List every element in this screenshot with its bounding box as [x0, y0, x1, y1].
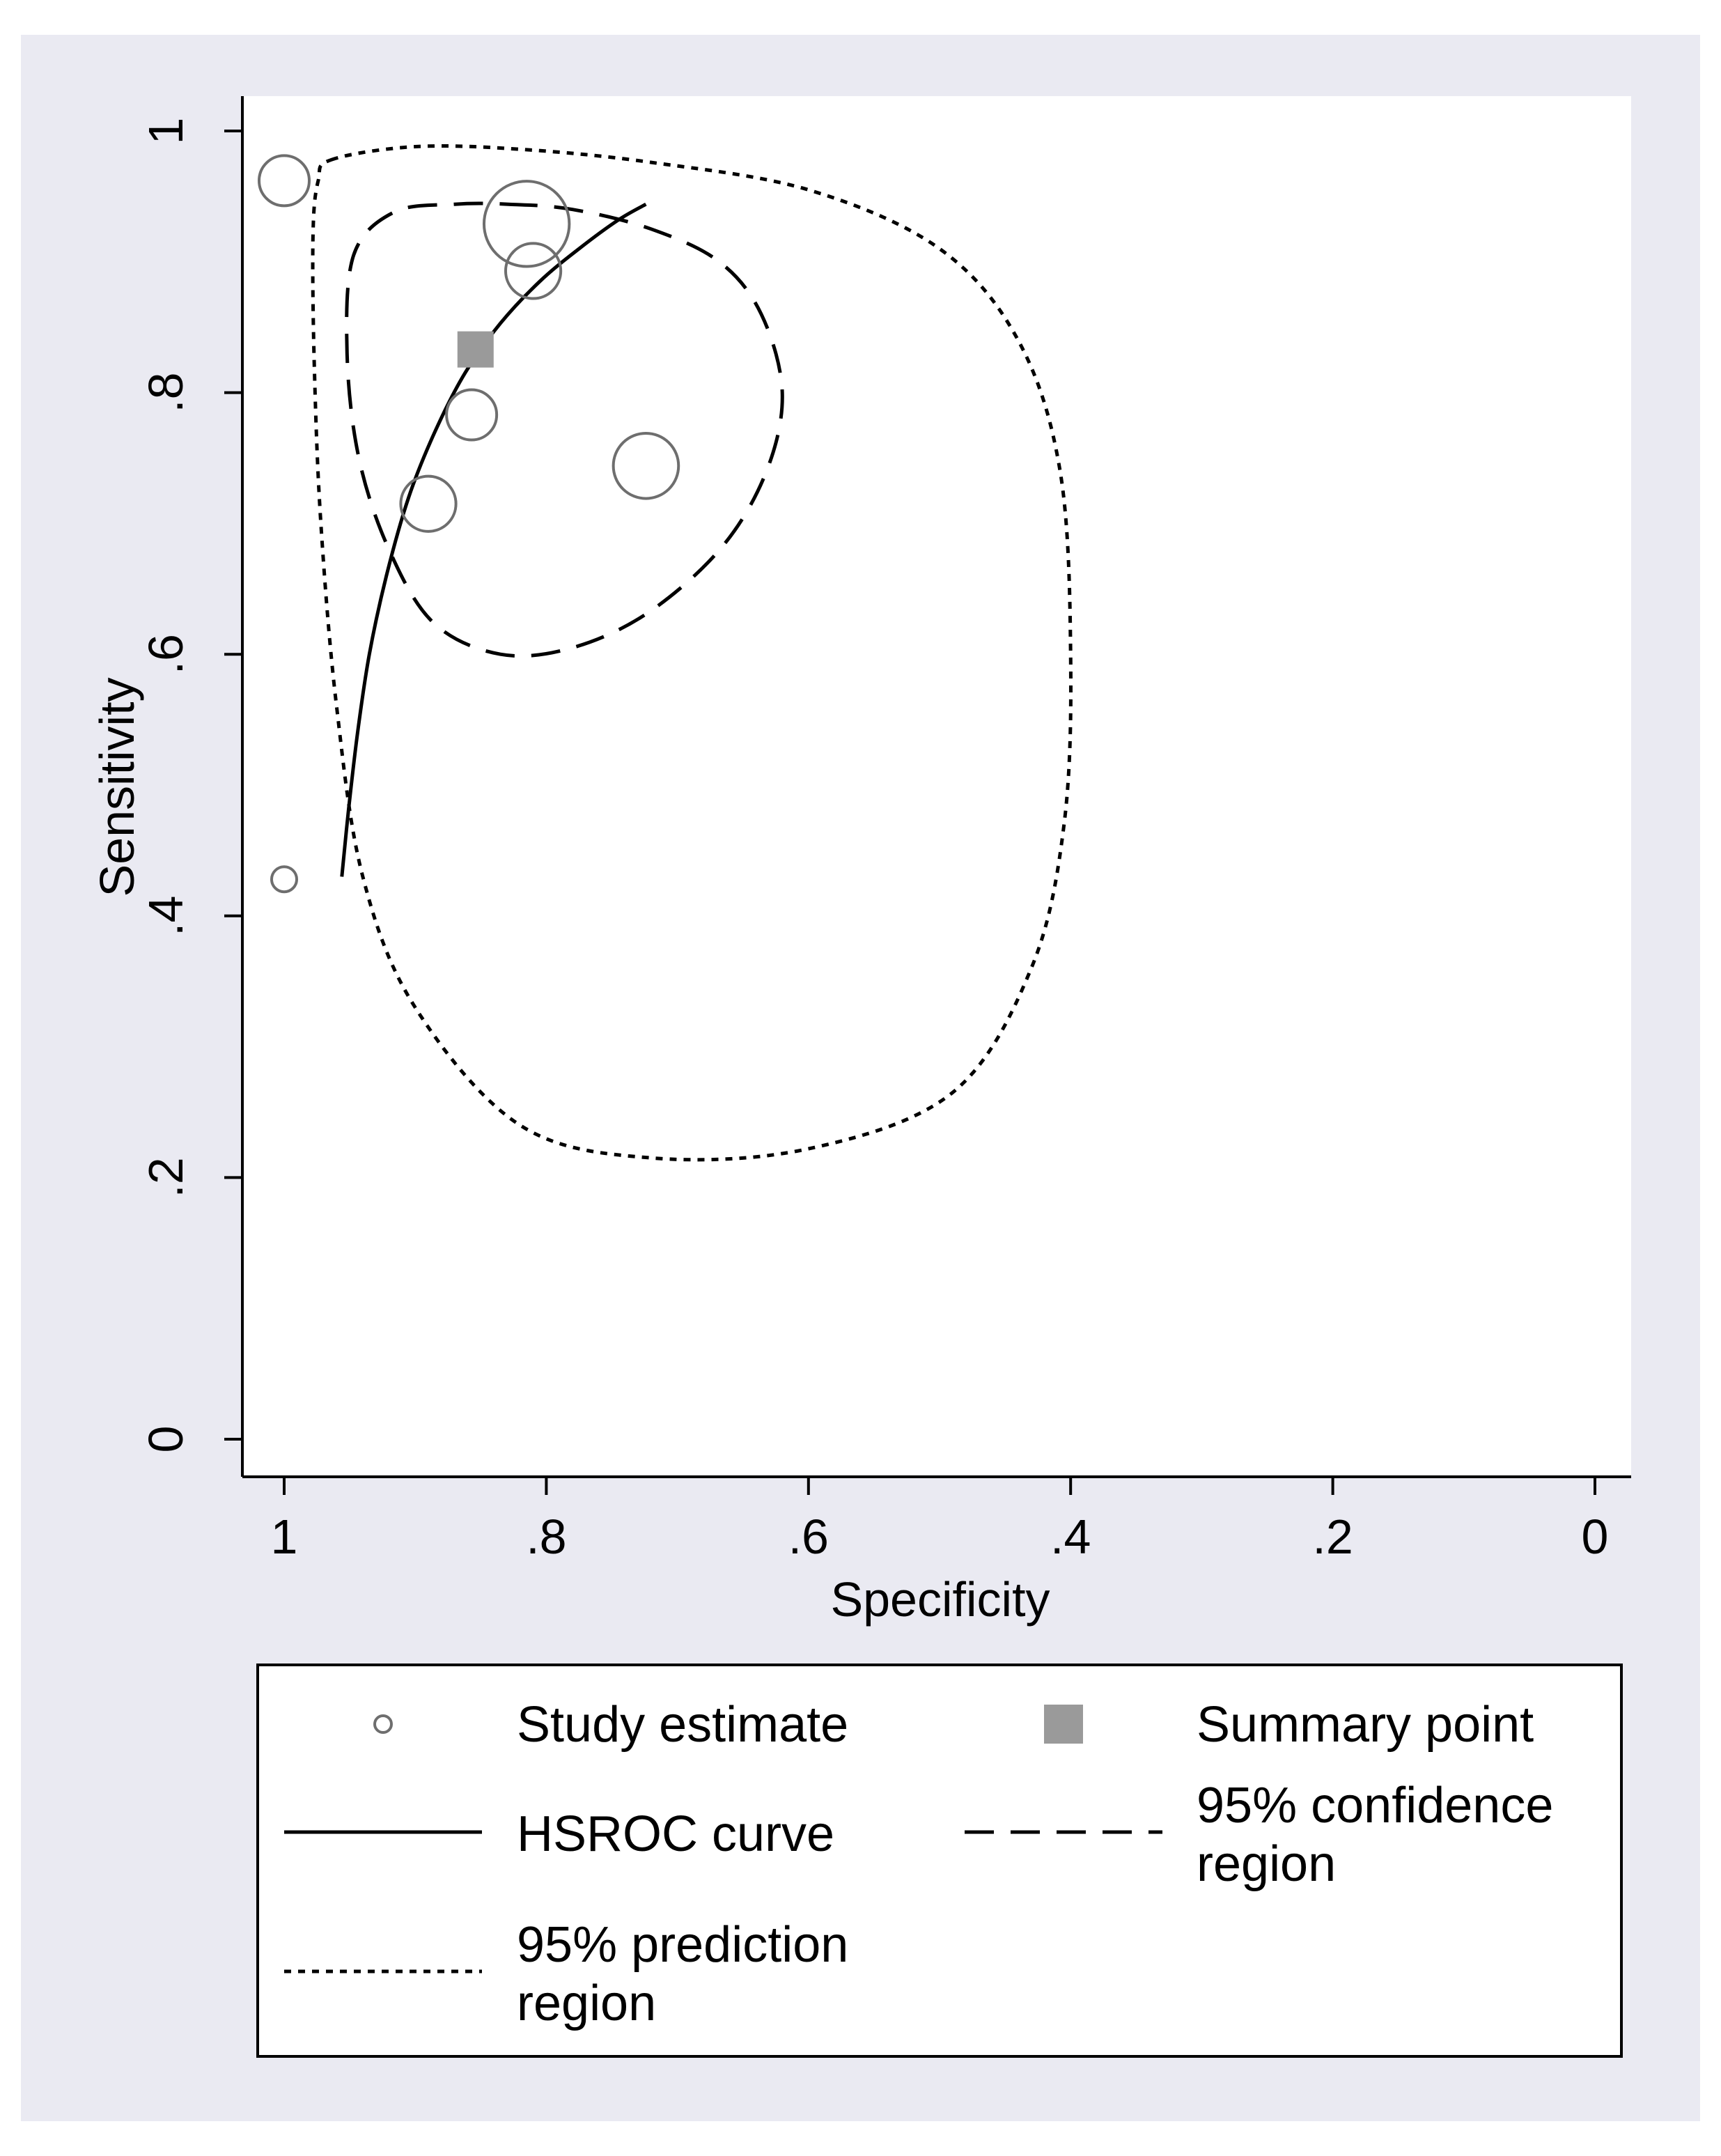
y-tick-label-5: 1 — [139, 118, 193, 145]
legend-confidence-label-line-2: region — [1197, 1836, 1336, 1892]
study-estimate-marker-5 — [399, 474, 458, 533]
study-estimate-marker-6 — [612, 431, 680, 500]
y-tick-label-2: .4 — [139, 896, 193, 936]
x-tick-label-4: .2 — [1312, 1510, 1353, 1564]
legend-prediction-label: 95% prediction region — [517, 1917, 848, 2031]
legend-study-label: Study estimate — [517, 1697, 848, 1753]
legend-prediction-label-line-1: 95% prediction — [517, 1917, 848, 1973]
study-estimate-marker-1 — [258, 154, 311, 208]
study-estimate-marker-4 — [445, 388, 499, 442]
prediction-region-line — [311, 144, 1073, 1162]
study-estimate-marker-7 — [270, 865, 298, 894]
y-tick-label-4: .8 — [139, 372, 193, 412]
hsroc-curve-line — [340, 203, 647, 877]
x-tick-label-5: 0 — [1582, 1510, 1609, 1564]
y-tick-label-1: .2 — [139, 1157, 193, 1197]
legend-confidence-label: 95% confidence region — [1197, 1778, 1553, 1892]
legend-study-symbol — [373, 1714, 393, 1734]
study-estimate-marker-2 — [482, 180, 571, 268]
legend-hsroc-label-line-1: HSROC curve — [517, 1806, 834, 1862]
legend-summary-symbol — [1044, 1705, 1083, 1744]
x-axis-title: Specificity — [830, 1572, 1050, 1627]
y-tick-label-0: 0 — [139, 1426, 193, 1453]
legend-hsroc-label: HSROC curve — [517, 1806, 834, 1862]
legend-summary-label: Summary point — [1197, 1697, 1534, 1753]
plot-area — [242, 96, 1631, 1477]
legend-confidence-label-line-1: 95% confidence — [1197, 1778, 1553, 1833]
legend-summary-label-line-1: Summary point — [1197, 1697, 1534, 1753]
x-tick-label-1: .8 — [526, 1510, 566, 1564]
legend-prediction-label-line-2: region — [517, 1976, 656, 2031]
y-tick-label-3: .6 — [139, 634, 193, 674]
x-tick-label-2: .6 — [788, 1510, 829, 1564]
legend-box — [256, 1663, 1623, 2058]
summary-point-marker — [457, 331, 494, 368]
legend-study-label-line-1: Study estimate — [517, 1697, 848, 1753]
legend: Study estimate Summary point HSROC curve 95… — [256, 1663, 1623, 2058]
x-tick-label-3: .4 — [1050, 1510, 1091, 1564]
x-tick-label-0: 1 — [271, 1510, 298, 1564]
study-estimate-marker-3 — [504, 242, 563, 300]
y-axis-title: Sensitivity — [90, 677, 144, 897]
